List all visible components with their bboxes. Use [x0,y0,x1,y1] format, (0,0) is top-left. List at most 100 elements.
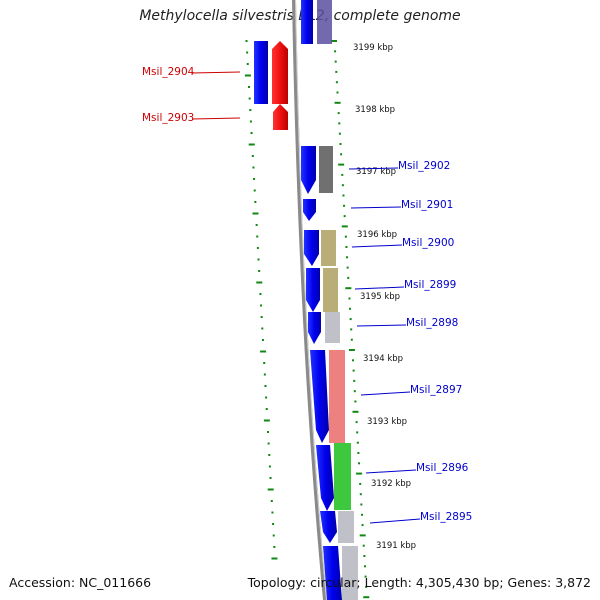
tick-mark [253,178,256,180]
gene-arrow-msil-2903 [273,104,288,130]
gene-label: Msil_2899 [404,279,456,291]
gene-labels: Msil_2904 Msil_2903 Msil_2902 Msil_2901 Msil… [142,66,472,524]
tick-labels: 3199 kbp 3198 kbp 3197 kbp 3196 kbp 3195 kbp… [353,43,416,551]
gene-label: Msil_2901 [401,199,453,211]
tick-mark [261,339,264,341]
tick-mark [252,166,255,169]
tick-mark [245,40,248,42]
tick-mark [335,70,338,73]
tick-mark [362,544,365,547]
tick-mark [246,63,249,65]
gene-label: Msil_2903 [142,112,194,124]
gene-label-leader [365,469,417,474]
tick-label: 3192 kbp [371,479,411,489]
tick-label: 3196 kbp [357,230,397,240]
tick-mark [255,224,258,226]
tick-mark [339,143,342,145]
tick-mark [341,225,348,228]
gene-arrow-bottom [323,546,342,600]
tick-mark [363,565,366,568]
left-tick-track [244,40,278,560]
tick-mark [244,74,251,77]
gene-label: Msil_2895 [420,511,472,523]
tick-mark [249,120,252,123]
tick-label: 3197 kbp [356,167,396,177]
tick-mark [342,194,345,197]
tick-mark [248,97,251,100]
tick-label: 3193 kbp [367,417,407,427]
tick-mark [343,215,346,218]
gene-label: Msil_2896 [416,462,469,474]
tick-label: 3195 kbp [360,292,400,302]
gene-arrow-msil-2898 [308,312,321,344]
tick-mark [253,189,256,192]
tick-mark [250,132,253,134]
feature-band-msil-2896 [334,443,351,510]
tick-mark [356,472,363,475]
tick-mark [348,297,351,300]
tick-mark [269,477,272,479]
tick-mark [355,421,358,424]
tick-mark [272,534,275,537]
tick-mark [350,338,353,341]
tick-mark [248,143,255,146]
feature-band-msil-2900 [321,230,336,266]
tick-mark [354,400,357,403]
tick-mark [268,454,271,456]
tick-mark [357,462,360,465]
tick-mark [360,503,363,506]
tick-mark [268,465,271,468]
tick-label: 3194 kbp [363,354,403,364]
tick-mark [254,201,257,203]
tick-mark [359,534,366,537]
feature-band-msil-2895 [338,511,354,543]
tick-mark [359,482,362,485]
tick-mark [345,246,348,248]
tick-mark [349,318,352,321]
tick-mark [260,304,263,307]
gene-label-leader [191,117,241,120]
tick-mark [338,122,341,125]
tick-mark [352,410,359,413]
tick-mark [249,109,252,111]
tick-mark [340,153,343,156]
tick-mark [334,50,337,53]
feature-band-msil-2898 [325,312,340,343]
gene-arrow-msil-2904 [272,41,288,104]
tick-mark [271,557,278,560]
tick-mark [272,523,275,525]
genome-backbone-highlight [295,0,327,600]
tick-mark [345,287,352,290]
tick-mark [347,276,350,279]
tick-mark [361,524,364,527]
tick-mark [273,546,276,548]
tick-mark [337,112,340,115]
tick-mark [336,91,339,94]
tick-mark [338,132,341,135]
genome-summary-text: Topology: circular; Length: 4,305,430 bp… [247,575,591,590]
tick-mark [356,431,359,434]
tick-mark [365,585,368,588]
feature-band-msil-2899 [323,268,338,312]
tick-label: 3199 kbp [353,43,393,53]
gene-label-leader [360,391,411,396]
tick-mark [363,596,370,599]
gene-label: Msil_2897 [410,384,462,396]
tick-mark [334,60,337,63]
gene-arrow-msil-2899 [306,268,320,312]
gene-arrow-msil-2904-forward [254,41,268,104]
tick-mark [346,266,349,269]
gene-label-leader [354,286,405,290]
tick-mark [349,307,352,310]
gene-label: Msil_2898 [406,317,458,329]
tick-mark [341,184,344,187]
right-tick-track [331,40,370,599]
tick-mark [261,327,264,330]
tick-mark [259,293,262,295]
tick-mark [363,555,366,557]
tick-mark [256,235,259,238]
accession-text: Accession: NC_011666 [9,575,152,590]
gene-label: Msil_2900 [402,237,454,249]
tick-mark [338,163,345,166]
gene-label: Msil_2902 [398,160,450,172]
